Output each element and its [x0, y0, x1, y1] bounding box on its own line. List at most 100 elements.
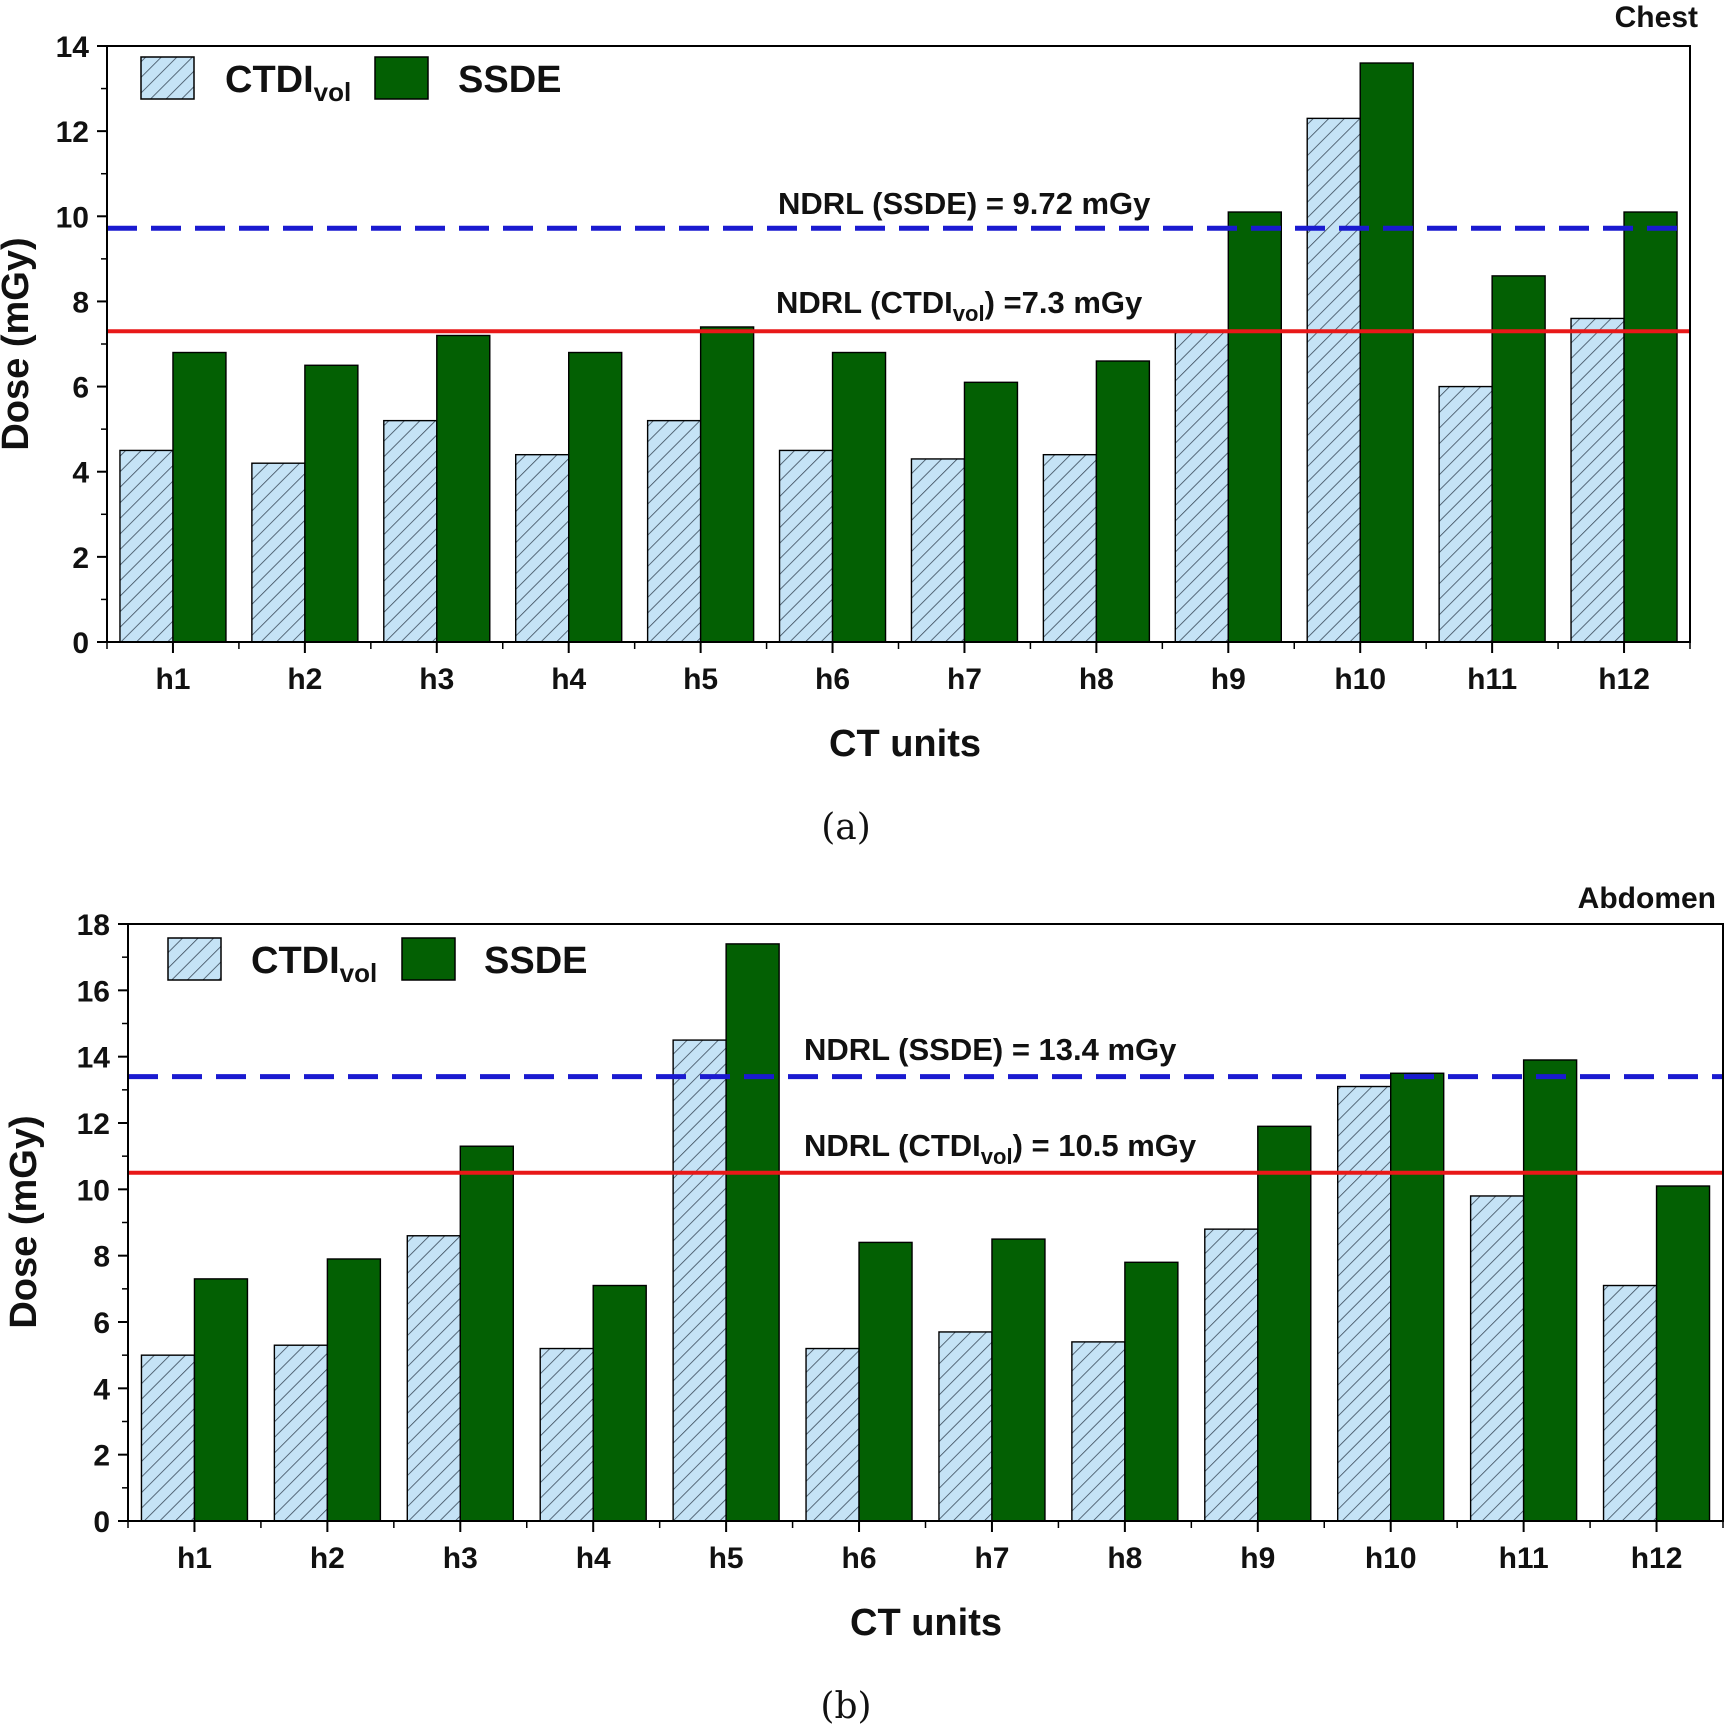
bar-ctdivol-h7 — [938, 1331, 993, 1522]
bar-ssde-h2 — [304, 364, 359, 643]
bar-ssde-h9 — [1227, 211, 1282, 643]
y-tick-label: 6 — [72, 372, 89, 405]
bar-ctdivol-h12 — [1570, 317, 1625, 643]
bar-ssde-h3 — [436, 334, 491, 643]
bar-ctdivol-h10 — [1337, 1085, 1392, 1522]
bar-ctdivol-h4 — [515, 453, 570, 643]
y-tick-label: 14 — [77, 1042, 111, 1075]
bar-ctdivol-h2 — [273, 1344, 329, 1522]
legend-label-ssde: SSDE — [458, 59, 561, 101]
x-axis-title-abdomen: CT units — [850, 1602, 1002, 1644]
x-tick-label-h3: h3 — [443, 1542, 478, 1575]
x-tick-label-h6: h6 — [842, 1542, 877, 1575]
legend-chest: CTDIvol SSDE — [140, 56, 561, 107]
bar-ssde-h7 — [991, 1238, 1046, 1522]
legend-label-ctdivol: CTDIvol — [251, 940, 377, 988]
legend-label-ssde: SSDE — [484, 940, 587, 982]
bar-ssde-h10 — [1359, 62, 1414, 643]
plot-area-abdomen: 0 2 4 6 8 10 12 14 16 18 h1 h2 h3 h4 h5 h6 h7 h8 h9 h10 h11 h… — [77, 909, 1724, 1575]
bar-ssde-h8 — [1124, 1261, 1179, 1522]
x-tick-label-h3: h3 — [419, 663, 454, 696]
x-tick-label-h11: h11 — [1467, 663, 1517, 696]
x-tick-label-h4: h4 — [551, 663, 586, 696]
y-tick-label: 14 — [56, 31, 90, 64]
bar-ctdivol-h9 — [1204, 1228, 1259, 1522]
panel-caption-b: (b) — [820, 1686, 871, 1727]
legend-swatch-ssde[interactable] — [401, 937, 456, 981]
bar-ctdivol-h12 — [1602, 1284, 1658, 1522]
bar-ssde-h11 — [1522, 1059, 1578, 1522]
ref-line-label-ctdivol-chest: NDRL (CTDIvol) =7.3 mGy — [776, 285, 1143, 326]
bar-ctdivol-h6 — [805, 1347, 860, 1522]
y-tick-label: 12 — [56, 116, 89, 149]
bar-ctdivol-h8 — [1071, 1341, 1126, 1522]
x-axis-title-chest: CT units — [829, 723, 981, 765]
bar-ssde-h8 — [1095, 360, 1151, 643]
y-tick-label: 2 — [72, 542, 89, 575]
y-tick-label: 0 — [93, 1506, 110, 1539]
y-tick-label: 12 — [77, 1108, 110, 1141]
x-tick-label-h7: h7 — [947, 663, 982, 696]
bar-ctdivol-h7 — [910, 458, 966, 643]
x-tick-label-h9: h9 — [1211, 663, 1246, 696]
ref-line-label-ssde-abdomen: NDRL (SSDE) = 13.4 mGy — [804, 1032, 1177, 1067]
y-tick-label: 8 — [72, 286, 89, 319]
bar-ctdivol-h2 — [251, 462, 306, 643]
x-tick-label-h2: h2 — [310, 1542, 345, 1575]
y-tick-label: 16 — [77, 975, 110, 1008]
x-tick-label-h10: h10 — [1334, 663, 1386, 696]
bar-ctdivol-h1 — [140, 1354, 196, 1522]
panel-title-chest: Chest — [1615, 1, 1698, 34]
chart-panel-chest: Chest 0 2 4 6 8 10 12 14 h1 h2 h3 h4 h5 h6 h7 h8 h9 h10 h1… — [0, 1, 1698, 765]
bar-ctdivol-h5 — [646, 419, 702, 643]
y-tick-label: 2 — [93, 1440, 110, 1473]
panel-caption-a: (a) — [821, 807, 871, 848]
x-tick-label-h5: h5 — [709, 1542, 744, 1575]
legend-swatch-ctdivol — [140, 56, 195, 100]
legend-abdomen: CTDIvol SSDE — [167, 937, 587, 988]
panel-title-abdomen: Abdomen — [1578, 882, 1716, 915]
legend-label-ctdivol: CTDIvol — [225, 59, 351, 107]
x-tick-label-h8: h8 — [1079, 663, 1114, 696]
x-tick-label-h1: h1 — [177, 1542, 212, 1575]
x-tick-label-h12: h12 — [1631, 1542, 1683, 1575]
bar-ctdivol-h10 — [1306, 117, 1361, 643]
legend-swatch-ssde[interactable] — [374, 56, 429, 100]
x-tick-label-h11: h11 — [1499, 1542, 1549, 1575]
bar-ctdivol-h4 — [539, 1347, 594, 1522]
bar-ctdivol-h8 — [1042, 453, 1098, 643]
bar-ctdivol-h3 — [383, 419, 438, 643]
bar-ssde-h5 — [699, 326, 755, 643]
bar-ctdivol-h1 — [119, 449, 174, 643]
bar-ssde-h11 — [1491, 275, 1546, 643]
y-tick-label: 10 — [56, 201, 89, 234]
bar-ssde-h9 — [1257, 1125, 1312, 1522]
bar-ctdivol-h9 — [1174, 330, 1229, 643]
bar-ctdivol-h5 — [672, 1039, 727, 1522]
x-tick-label-h9: h9 — [1240, 1542, 1275, 1575]
bar-ssde-h10 — [1390, 1072, 1445, 1522]
x-tick-label-h5: h5 — [683, 663, 718, 696]
x-tick-label-h6: h6 — [815, 663, 850, 696]
bar-ssde-h12 — [1655, 1185, 1711, 1522]
y-tick-label: 4 — [72, 457, 89, 490]
y-tick-label: 18 — [77, 909, 110, 942]
y-tick-label: 10 — [77, 1174, 110, 1207]
bar-ssde-h7 — [963, 381, 1019, 643]
ref-line-label-ssde-chest: NDRL (SSDE) = 9.72 mGy — [778, 186, 1151, 221]
bar-ssde-h6 — [858, 1241, 913, 1522]
bar-ssde-h1 — [193, 1278, 249, 1522]
legend-swatch-ctdivol — [167, 937, 222, 981]
bar-ctdivol-h3 — [406, 1235, 461, 1522]
x-tick-label-h4: h4 — [576, 1542, 611, 1575]
plot-area-chest: 0 2 4 6 8 10 12 14 h1 h2 h3 h4 h5 h6 h7 h8 h9 h10 h11 h12 — [56, 31, 1691, 696]
bar-ssde-h3 — [459, 1145, 514, 1522]
x-tick-label-h7: h7 — [974, 1542, 1009, 1575]
x-tick-label-h8: h8 — [1107, 1542, 1142, 1575]
bar-ssde-h5 — [725, 943, 780, 1522]
chart-panel-abdomen: Abdomen 0 2 4 6 8 10 12 14 16 18 h1 h2 h3 h4 h5 h6 h7 h8 h… — [3, 882, 1724, 1644]
bar-ssde-h12 — [1623, 211, 1678, 643]
bar-ssde-h1 — [172, 351, 227, 643]
y-tick-label: 4 — [93, 1373, 110, 1406]
